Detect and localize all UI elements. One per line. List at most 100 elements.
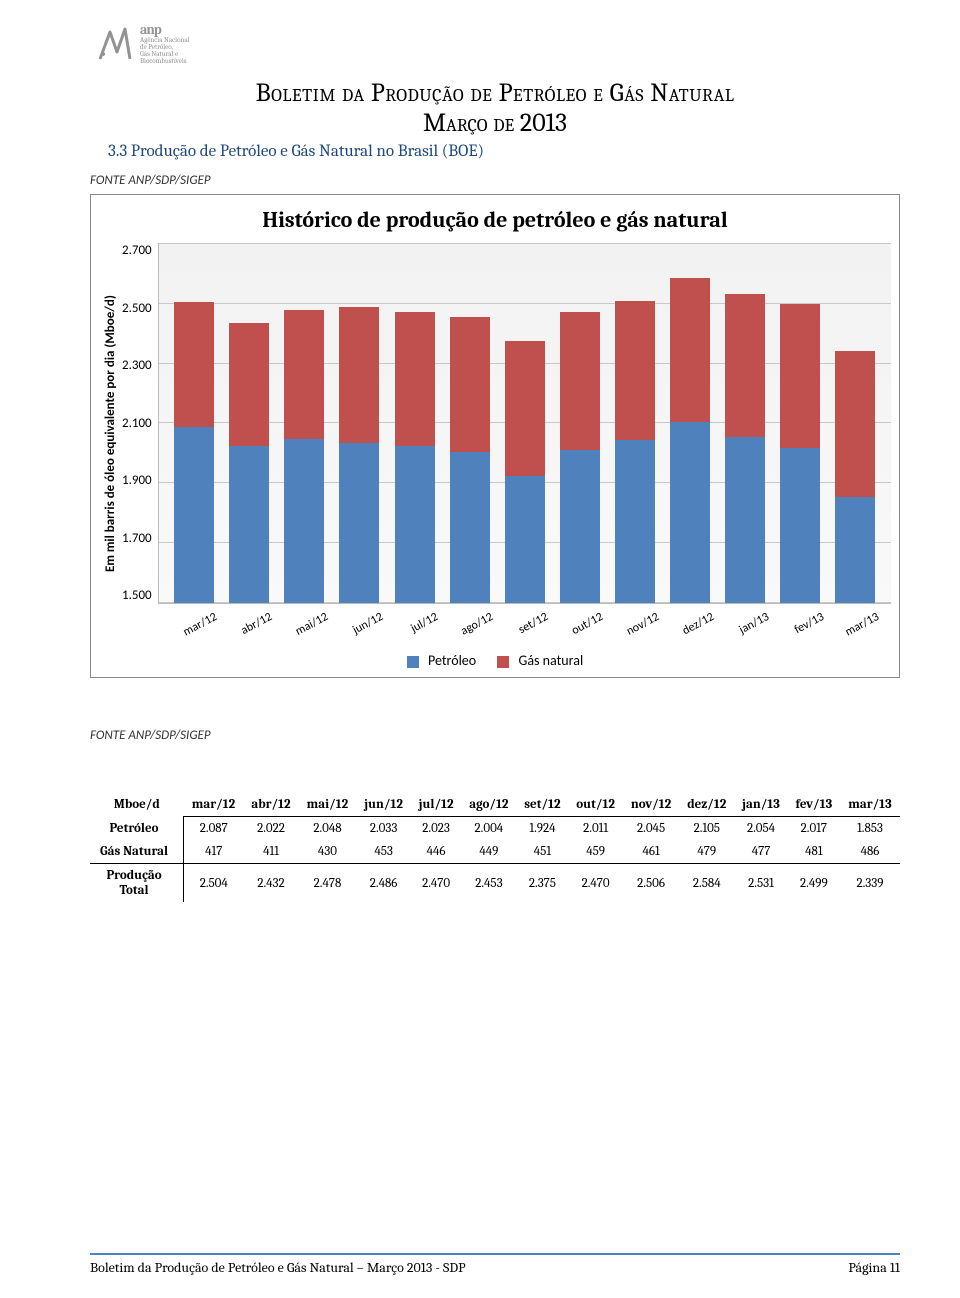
- table-col-header: set/12: [517, 793, 569, 817]
- bar-segment-gas: [229, 323, 269, 446]
- bar-segment-petroleo: [670, 422, 710, 604]
- table-cell: 2.432: [243, 864, 298, 903]
- table-col-header: mar/12: [184, 793, 244, 817]
- table-row-header: Gás Natural: [90, 840, 184, 864]
- y-axis: 2.7002.5002.3002.1001.9001.7001.500: [122, 243, 158, 603]
- table-cell: 1.853: [840, 817, 900, 841]
- table-col-header: dez/12: [679, 793, 734, 817]
- bar: [174, 302, 214, 603]
- table-cell: 2.375: [517, 864, 569, 903]
- table-cell: 449: [461, 840, 516, 864]
- table-cell: 479: [679, 840, 734, 864]
- chart-legend: Petróleo Gás natural: [99, 652, 891, 669]
- x-tick: ago/12: [454, 610, 496, 641]
- table-cell: 461: [623, 840, 679, 864]
- bar-segment-gas: [560, 312, 600, 450]
- page: anp Agência Nacional de Petróleo, Gás Na…: [0, 0, 960, 1298]
- x-tick: nov/12: [619, 610, 661, 641]
- table-corner: Mboe/d: [90, 793, 184, 817]
- x-tick: mai/12: [288, 610, 330, 641]
- table-cell: 2.022: [243, 817, 298, 841]
- bar: [835, 351, 875, 603]
- table-cell: 411: [243, 840, 298, 864]
- table-col-header: fev/13: [788, 793, 840, 817]
- bar-segment-petroleo: [835, 497, 875, 603]
- table-cell: 1.924: [517, 817, 569, 841]
- table-source: FONTE ANP/SDP/SIGEP: [90, 728, 900, 743]
- y-axis-label: Em mil barris de óleo equivalente por di…: [99, 243, 122, 624]
- bar: [670, 278, 710, 603]
- table-cell: 2.453: [461, 864, 516, 903]
- bar-segment-gas: [505, 341, 545, 476]
- table-col-header: ago/12: [461, 793, 516, 817]
- table-col-header: jun/12: [356, 793, 411, 817]
- y-tick: 2.100: [122, 416, 152, 431]
- x-tick: dez/12: [674, 610, 716, 641]
- bar: [725, 294, 765, 603]
- legend-swatch-petroleo: [407, 656, 419, 668]
- bar-segment-petroleo: [284, 439, 324, 603]
- table-col-header: jan/13: [734, 793, 787, 817]
- y-tick: 1.900: [122, 473, 152, 488]
- table-cell: 2.339: [840, 864, 900, 903]
- bar-segment-gas: [725, 294, 765, 437]
- bar-segment-petroleo: [780, 448, 820, 603]
- bar: [395, 312, 435, 603]
- x-tick: mar/13: [840, 610, 882, 641]
- doc-title: Boletim da Produção de Petróleo e Gás Na…: [90, 78, 900, 108]
- logo-line3: Gás Natural e Biocombustíveis: [140, 50, 187, 65]
- y-tick: 1.500: [122, 588, 152, 603]
- bar: [505, 341, 545, 604]
- bar-segment-gas: [780, 304, 820, 448]
- bar-segment-gas: [615, 301, 655, 439]
- bar: [229, 323, 269, 603]
- table-cell: 2.054: [734, 817, 787, 841]
- bar-segment-petroleo: [725, 437, 765, 603]
- table-cell: 453: [356, 840, 411, 864]
- table-cell: 2.486: [356, 864, 411, 903]
- table-cell: 459: [568, 840, 623, 864]
- table-col-header: jul/12: [411, 793, 461, 817]
- table-row-header: ProduçãoTotal: [90, 864, 184, 903]
- table-row-header: Petróleo: [90, 817, 184, 841]
- bar: [615, 301, 655, 603]
- table-cell: 2.478: [299, 864, 357, 903]
- table-cell: 2.470: [411, 864, 461, 903]
- legend-swatch-gas: [497, 656, 509, 668]
- x-tick: fev/13: [785, 610, 827, 641]
- data-table: Mboe/dmar/12abr/12mai/12jun/12jul/12ago/…: [90, 793, 900, 902]
- legend-label-petroleo: Petróleo: [428, 652, 476, 669]
- footer-left: Boletim da Produção de Petróleo e Gás Na…: [90, 1259, 466, 1276]
- table-cell: 446: [411, 840, 461, 864]
- section-heading: 3.3 Produção de Petróleo e Gás Natural n…: [108, 142, 900, 161]
- table-cell: 2.499: [788, 864, 840, 903]
- bar-segment-gas: [835, 351, 875, 497]
- bar-segment-petroleo: [174, 427, 214, 603]
- table-cell: 417: [184, 840, 244, 864]
- table-cell: 2.504: [184, 864, 244, 903]
- table-cell: 2.584: [679, 864, 734, 903]
- bar: [284, 310, 324, 603]
- table-cell: 486: [840, 840, 900, 864]
- x-tick: set/12: [509, 610, 551, 641]
- legend-label-gas: Gás natural: [518, 652, 583, 669]
- table-cell: 451: [517, 840, 569, 864]
- table-col-header: mar/13: [840, 793, 900, 817]
- bar-segment-gas: [339, 307, 379, 443]
- bar-segment-gas: [174, 302, 214, 427]
- table-cell: 2.506: [623, 864, 679, 903]
- bar-segment-gas: [284, 310, 324, 439]
- footer-right: Página 11: [848, 1259, 900, 1276]
- table-col-header: nov/12: [623, 793, 679, 817]
- table-cell: 2.033: [356, 817, 411, 841]
- table-cell: 2.087: [184, 817, 244, 841]
- table-cell: 2.045: [623, 817, 679, 841]
- page-footer: Boletim da Produção de Petróleo e Gás Na…: [90, 1253, 900, 1276]
- x-tick: abr/12: [233, 610, 275, 641]
- table-cell: 2.531: [734, 864, 787, 903]
- bar-segment-petroleo: [229, 446, 269, 603]
- table-cell: 481: [788, 840, 840, 864]
- table-cell: 477: [734, 840, 787, 864]
- chart-source: FONTE ANP/SDP/SIGEP: [90, 173, 900, 188]
- table-col-header: abr/12: [243, 793, 298, 817]
